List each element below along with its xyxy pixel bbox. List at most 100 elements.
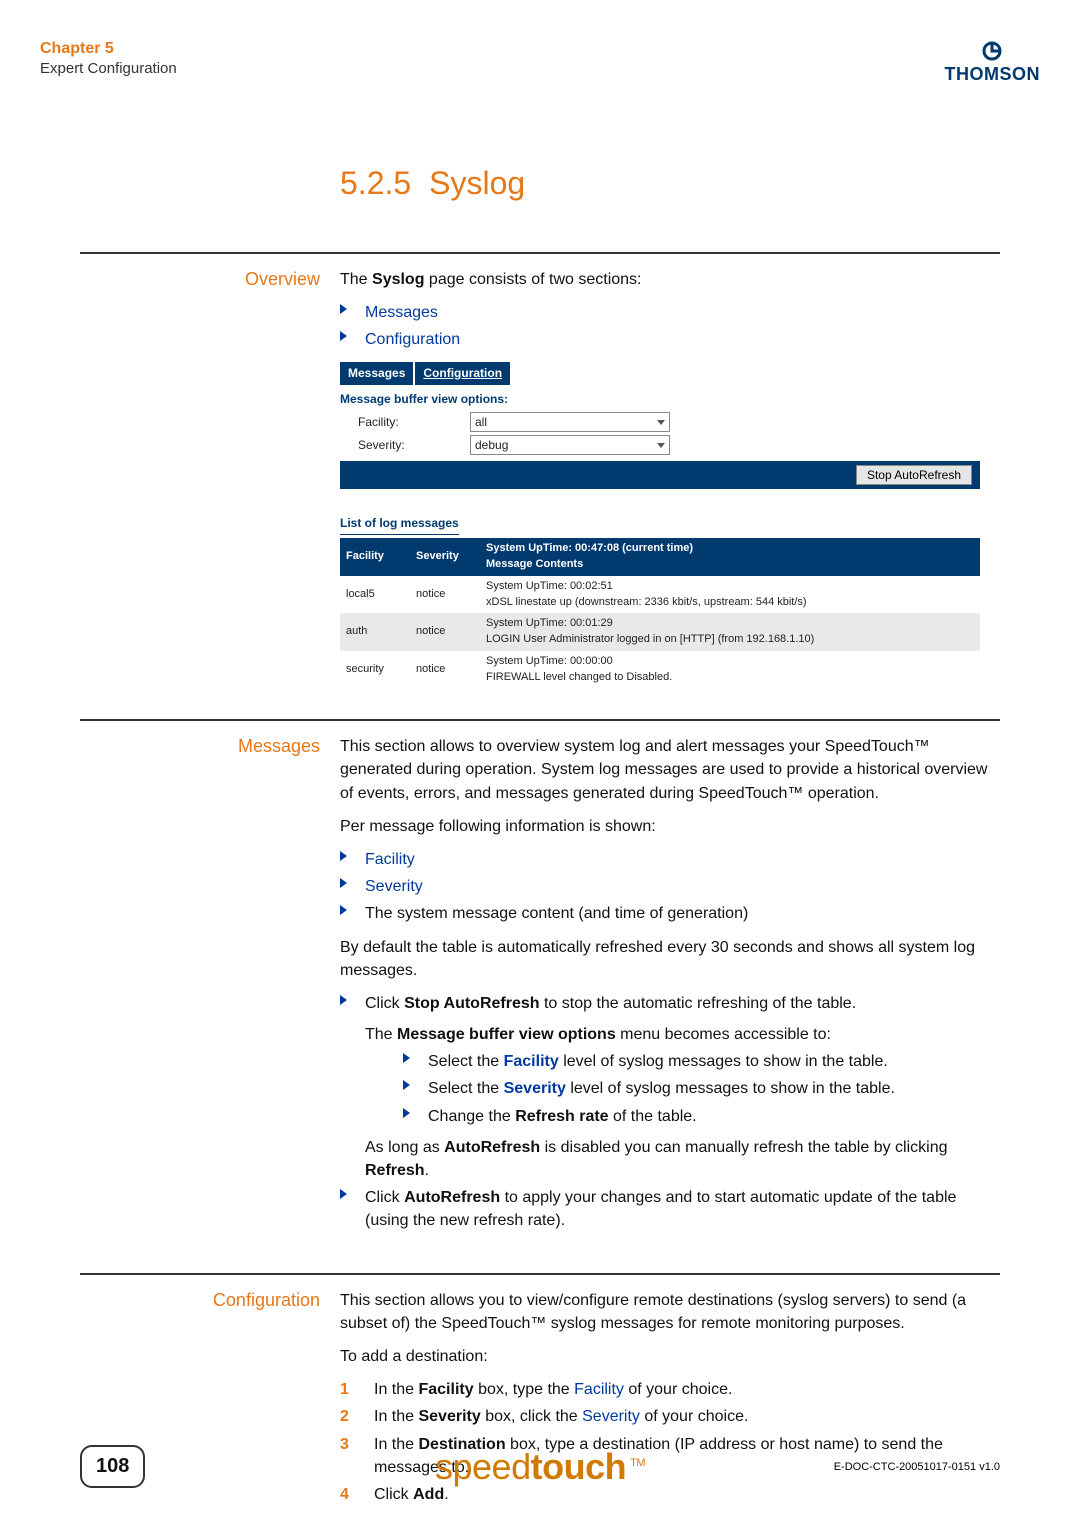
severity-row: Severity: debug <box>340 435 980 455</box>
severity-link[interactable]: Severity <box>504 1080 566 1097</box>
overview-body: The Syslog page consists of two sections… <box>340 268 1000 689</box>
tab-configuration[interactable]: Configuration <box>415 362 510 385</box>
text: Click AutoRefresh to apply your changes … <box>365 1186 1000 1232</box>
messages-link[interactable]: Messages <box>365 301 438 324</box>
instruction-text: Click Stop AutoRefresh to stop the autom… <box>365 992 1000 1182</box>
facility-link[interactable]: Facility <box>504 1053 559 1070</box>
stop-autorefresh-button[interactable]: Stop AutoRefresh <box>856 465 972 485</box>
info-item: Severity <box>340 875 1000 898</box>
overview-label: Overview <box>80 268 340 689</box>
text-bold: AutoRefresh <box>404 1189 500 1206</box>
tab-messages[interactable]: Messages <box>340 362 413 385</box>
facility-select[interactable]: all <box>470 412 670 432</box>
step-text: In the Facility box, type the Facility o… <box>374 1378 1000 1401</box>
severity-link[interactable]: Severity <box>365 875 423 898</box>
t: level of syslog messages to show in the … <box>566 1080 895 1097</box>
t: Change the <box>428 1108 515 1125</box>
col-message-label: Message Contents <box>486 558 583 570</box>
page-header: Chapter 5 Expert Configuration THOMSON <box>0 0 1080 95</box>
t: Select the <box>428 1053 504 1070</box>
configuration-link[interactable]: Configuration <box>365 328 460 351</box>
select-value: debug <box>475 437 508 454</box>
table-row: securitynoticeSystem UpTime: 00:00:00FIR… <box>340 651 980 689</box>
chevron-down-icon <box>657 420 665 425</box>
sub-item: Select the Severity level of syslog mess… <box>403 1077 1000 1100</box>
text-bold: Refresh <box>365 1162 425 1179</box>
divider <box>80 719 1000 721</box>
bullet-icon <box>340 1189 347 1199</box>
messages-p3: By default the table is automatically re… <box>340 936 1000 982</box>
text: Select the Severity level of syslog mess… <box>428 1077 895 1100</box>
bullet-icon <box>340 878 347 888</box>
facility-row: Facility: all <box>340 412 980 432</box>
info-plain: The system message content (and time of … <box>365 902 748 925</box>
instruction-item: Click Stop AutoRefresh to stop the autom… <box>340 992 1000 1182</box>
text: The <box>365 1026 397 1043</box>
col-message: System UpTime: 00:47:08 (current time) M… <box>480 538 980 576</box>
logo-tm: TM <box>630 1457 645 1469</box>
cell-facility: auth <box>340 613 410 651</box>
section-number: 5.2.5 <box>340 165 411 201</box>
t: level of syslog messages to show in the … <box>559 1053 888 1070</box>
log-table: Facility Severity System UpTime: 00:47:0… <box>340 538 980 690</box>
step-number: 1 <box>340 1378 354 1401</box>
col-facility: Facility <box>340 538 410 576</box>
text: menu becomes accessible to: <box>616 1026 831 1043</box>
logo-plain: speed <box>435 1446 531 1487</box>
instruction-sub: As long as AutoRefresh is disabled you c… <box>365 1136 1000 1182</box>
page-footer: 108 speedtouch TM E-DOC-CTC-20051017-0151… <box>0 1445 1080 1488</box>
t: Select the <box>428 1080 504 1097</box>
facility-link[interactable]: Facility <box>365 848 415 871</box>
cell-severity: notice <box>410 651 480 689</box>
cell-message: System UpTime: 00:01:29LOGIN User Admini… <box>480 613 980 651</box>
overview-link-item: Messages <box>340 301 1000 324</box>
bullet-icon <box>340 851 347 861</box>
bullet-icon <box>340 331 347 341</box>
buffer-options-title: Message buffer view options: <box>340 391 980 408</box>
doc-id: E-DOC-CTC-20051017-0151 v1.0 <box>834 1461 1000 1473</box>
chevron-down-icon <box>657 443 665 448</box>
syslog-ui-widget: Messages Configuration Message buffer vi… <box>340 362 980 690</box>
table-row: authnoticeSystem UpTime: 00:01:29LOGIN U… <box>340 613 980 651</box>
t: is disabled you can manually refresh the… <box>540 1139 947 1156</box>
text: Change the Refresh rate of the table. <box>428 1105 697 1128</box>
text-bold: Stop AutoRefresh <box>404 995 539 1012</box>
overview-link-item: Configuration <box>340 328 1000 351</box>
messages-p2: Per message following information is sho… <box>340 815 1000 838</box>
bullet-icon <box>340 905 347 915</box>
instruction-item: Click AutoRefresh to apply your changes … <box>340 1186 1000 1232</box>
sub-item: Change the Refresh rate of the table. <box>403 1105 1000 1128</box>
sub-item: Select the Facility level of syslog mess… <box>403 1050 1000 1073</box>
logo-bold: touch <box>531 1446 626 1487</box>
chapter-block: Chapter 5 Expert Configuration <box>40 40 177 77</box>
text: The <box>340 271 372 288</box>
text: Select the Facility level of syslog mess… <box>428 1050 888 1073</box>
cell-facility: security <box>340 651 410 689</box>
thomson-icon <box>979 40 1005 62</box>
step-item: 2In the Severity box, click the Severity… <box>340 1405 1000 1428</box>
chapter-subtitle: Expert Configuration <box>40 60 177 77</box>
table-row: local5noticeSystem UpTime: 00:02:51xDSL … <box>340 576 980 614</box>
list-title: List of log messages <box>340 515 459 534</box>
messages-p1: This section allows to overview system l… <box>340 735 1000 805</box>
col-severity: Severity <box>410 538 480 576</box>
text: to stop the automatic refreshing of the … <box>540 995 857 1012</box>
cell-message: System UpTime: 00:00:00FIREWALL level ch… <box>480 651 980 689</box>
severity-select[interactable]: debug <box>470 435 670 455</box>
page-number: 108 <box>80 1445 145 1488</box>
text: Click <box>365 995 404 1012</box>
text-bold: Syslog <box>372 271 424 288</box>
overview-intro: The Syslog page consists of two sections… <box>340 268 1000 291</box>
uptime-header: System UpTime: 00:47:08 (current time) <box>486 541 974 557</box>
speedtouch-logo: speedtouch TM <box>435 1446 645 1488</box>
divider <box>80 1273 1000 1275</box>
step-item: 1 In the Facility box, type the Facility … <box>340 1378 1000 1401</box>
info-item: Facility <box>340 848 1000 871</box>
chapter-title: Chapter 5 <box>40 40 177 58</box>
section-title-text: Syslog <box>429 165 525 201</box>
cell-severity: notice <box>410 613 480 651</box>
config-p2: To add a destination: <box>340 1345 1000 1368</box>
step-number: 2 <box>340 1405 354 1428</box>
t: As long as <box>365 1139 444 1156</box>
t: . <box>425 1162 429 1179</box>
